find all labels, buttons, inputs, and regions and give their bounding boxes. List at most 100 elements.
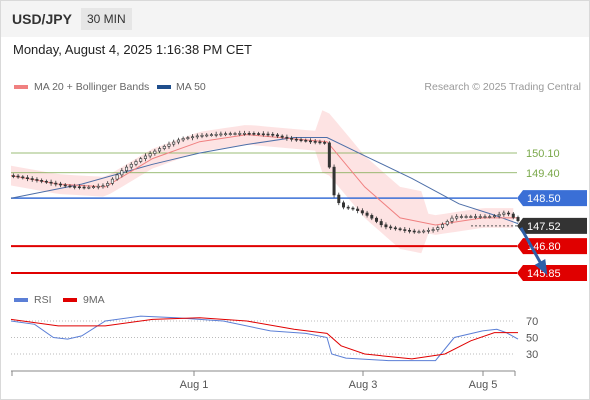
level-label-4: 145.85: [527, 268, 561, 280]
candle-body: [252, 133, 256, 135]
ma20-legend-swatch: [14, 85, 28, 89]
rsi-line: [10, 315, 519, 362]
candle-body: [441, 224, 445, 228]
candle-body: [181, 138, 185, 141]
candle-body: [351, 207, 355, 210]
candle-body: [209, 134, 213, 136]
candle-body: [337, 194, 341, 204]
candle-body: [110, 178, 114, 184]
candle-body: [417, 231, 421, 234]
candle-body: [205, 134, 209, 137]
candle-body: [308, 140, 312, 143]
candle-body: [488, 216, 492, 218]
candle-body: [73, 186, 77, 188]
candles-group: [11, 130, 520, 234]
current-price-label: 147.52: [527, 221, 561, 233]
level-label-1: 149.40: [526, 168, 560, 180]
candle-body: [379, 221, 383, 226]
candle-body: [247, 132, 251, 135]
candle-body: [148, 153, 152, 157]
candle-body: [408, 229, 412, 232]
candle-body: [445, 220, 449, 225]
candle-body: [77, 186, 81, 189]
ma9-legend-label: 9MA: [83, 294, 105, 306]
candle-body: [313, 141, 317, 143]
candle-body: [35, 179, 39, 181]
ma50-legend-swatch: [157, 85, 171, 89]
current-price-tag: [517, 217, 587, 234]
ma20-legend-label: MA 20 + Bollinger Bands: [34, 81, 150, 93]
candle-body: [318, 141, 322, 144]
rsi-legend-swatch: [14, 298, 28, 302]
candle-body: [266, 133, 270, 136]
candle-body: [233, 133, 237, 135]
candle-body: [158, 148, 162, 152]
forecast-arrow-head: [534, 259, 548, 276]
ma9-legend-swatch: [63, 298, 77, 302]
candle-body: [327, 142, 331, 168]
rsi-tick-label-0: 70: [526, 316, 538, 328]
candle-body: [129, 163, 133, 168]
ma50-legend-label: MA 50: [176, 81, 206, 93]
candle-body: [172, 141, 176, 145]
candle-body: [426, 229, 430, 232]
bollinger-band: [11, 110, 514, 254]
candle-body: [228, 133, 232, 135]
candle-body: [450, 217, 454, 222]
candle-body: [341, 202, 345, 208]
candle-body: [483, 216, 487, 218]
candle-body: [139, 158, 143, 162]
candle-body: [464, 216, 468, 218]
candle-body: [346, 206, 350, 209]
candle-body: [68, 185, 72, 188]
candle-body: [16, 175, 20, 178]
candle-body: [323, 142, 327, 144]
candle-body: [285, 136, 289, 139]
level-label-0: 150.10: [526, 148, 560, 160]
rsi-tick-label-1: 50: [526, 333, 538, 345]
candle-body: [389, 226, 393, 229]
x-axis-label-0: Aug 1: [180, 379, 209, 391]
candle-body: [478, 216, 482, 218]
candle-body: [280, 135, 284, 138]
rsi-legend-label: RSI: [34, 294, 52, 306]
candle-body: [299, 139, 303, 142]
candle-body: [153, 150, 157, 154]
candle-body: [403, 229, 407, 231]
candle-body: [26, 177, 30, 180]
candle-body: [271, 133, 275, 136]
candle-body: [332, 166, 336, 196]
candle-body: [143, 155, 147, 159]
timeframe-badge[interactable]: 30 MIN: [81, 8, 132, 30]
level-label-2: 148.50: [527, 193, 561, 205]
candle-body: [431, 229, 435, 231]
candle-body: [511, 213, 515, 218]
rsi-ma9-line: [10, 317, 518, 360]
candle-body: [516, 217, 520, 222]
candle-body: [120, 170, 124, 176]
candle-body: [261, 133, 265, 136]
candle-body: [11, 175, 15, 177]
candle-body: [294, 138, 298, 141]
candle-body: [30, 178, 34, 180]
candle-body: [54, 182, 58, 185]
candle-body: [40, 180, 44, 182]
level-tag-2: [517, 190, 587, 207]
candle-body: [370, 215, 374, 219]
candle-body: [59, 183, 63, 186]
candle-body: [365, 212, 369, 216]
candle-body: [502, 212, 506, 215]
candle-body: [200, 135, 204, 137]
candle-body: [275, 134, 279, 137]
symbol-label: USD/JPY: [12, 11, 72, 27]
credit-label: Research © 2025 Trading Central: [424, 81, 581, 93]
candle-body: [436, 227, 440, 230]
candle-body: [134, 161, 138, 165]
candle-body: [469, 216, 473, 218]
candle-body: [96, 185, 100, 188]
candle-body: [238, 133, 242, 135]
candle-body: [195, 135, 199, 138]
candle-body: [398, 228, 402, 231]
